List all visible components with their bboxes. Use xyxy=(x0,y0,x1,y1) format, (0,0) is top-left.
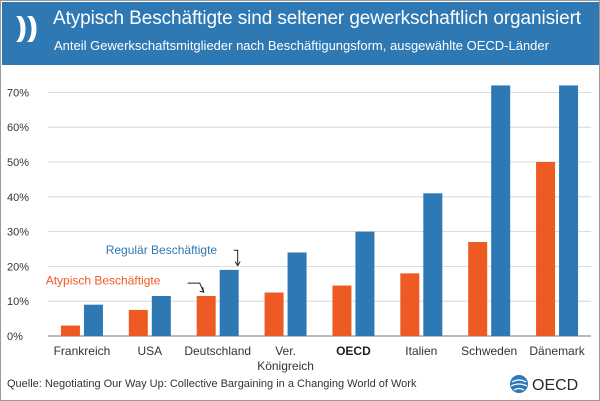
bar-regular xyxy=(423,193,443,336)
y-tick-label: 20% xyxy=(7,261,29,273)
bar-atypical xyxy=(400,273,420,336)
y-tick-label: 60% xyxy=(7,122,29,134)
x-category-label: Dänemark xyxy=(529,344,585,358)
y-tick-label: 0% xyxy=(7,331,23,343)
chart-header: Atypisch Beschäftigte sind seltener gewe… xyxy=(2,2,599,65)
bar-atypical xyxy=(536,162,556,336)
source-note: Quelle: Negotiating Our Way Up: Collecti… xyxy=(7,378,417,390)
legend-atypical-arrow xyxy=(187,282,205,293)
x-category-label: Deutschland xyxy=(184,344,251,358)
bar-regular xyxy=(219,269,239,336)
oecd-logo-text: OECD xyxy=(532,377,578,394)
bar-regular xyxy=(491,85,511,336)
x-category-label: OECD xyxy=(336,344,371,358)
y-tick-label: 30% xyxy=(7,227,29,239)
bar-atypical xyxy=(264,292,284,336)
y-tick-label: 50% xyxy=(7,157,29,169)
chart-subtitle: Anteil Gewerkschaftsmitglieder nach Besc… xyxy=(54,38,549,53)
oecd-logo: OECD xyxy=(510,375,578,394)
x-category-label: USA xyxy=(137,344,162,358)
bar-atypical xyxy=(196,295,216,336)
bar-regular xyxy=(355,231,375,336)
bar-chart: 0% 10% 20% 30% 40% 50% 60% 70% Frankreich USA Deut… xyxy=(7,85,591,373)
legend-atypical-arrowhead xyxy=(199,287,205,293)
x-category-label: Schweden xyxy=(461,344,517,358)
x-category-label: Italien xyxy=(405,344,437,358)
bar-regular xyxy=(83,304,103,336)
oecd-quote-logo-icon xyxy=(16,16,37,42)
bar-atypical xyxy=(332,285,352,336)
bar-regular xyxy=(151,295,171,336)
y-tick-label: 40% xyxy=(7,192,29,204)
x-category-label: Königreich xyxy=(257,359,314,373)
x-category-label: Frankreich xyxy=(54,344,111,358)
chart-title: Atypisch Beschäftigte sind seltener gewe… xyxy=(53,8,581,29)
bar-regular xyxy=(287,252,307,336)
x-category-label: Ver. xyxy=(275,344,296,358)
bar-atypical xyxy=(60,325,80,336)
bar-regular xyxy=(559,85,579,336)
legend-regular-label: Regulär Beschäftigte xyxy=(106,243,218,257)
bar-atypical xyxy=(128,309,148,336)
legend-atypical-label: Atypisch Beschäftigte xyxy=(46,273,161,287)
legend-regular-arrow xyxy=(233,249,239,265)
y-tick-label: 10% xyxy=(7,296,29,308)
bar-atypical xyxy=(468,242,488,336)
legend-regular-arrowhead xyxy=(234,261,241,267)
y-tick-label: 70% xyxy=(7,87,29,99)
